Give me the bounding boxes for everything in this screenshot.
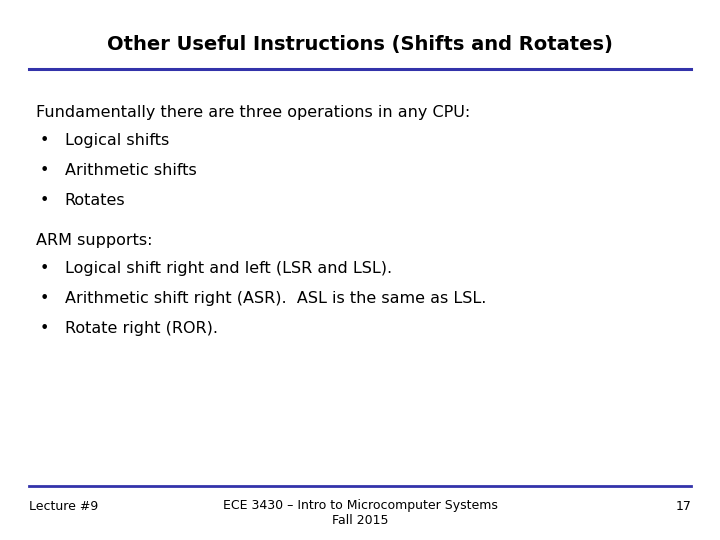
Text: •: • <box>40 193 49 208</box>
Text: •: • <box>40 291 49 306</box>
Text: ECE 3430 – Intro to Microcomputer Systems
Fall 2015: ECE 3430 – Intro to Microcomputer System… <box>222 500 498 528</box>
Text: Arithmetic shifts: Arithmetic shifts <box>65 163 197 178</box>
Text: •: • <box>40 133 49 148</box>
Text: Rotates: Rotates <box>65 193 125 208</box>
Text: Lecture #9: Lecture #9 <box>29 500 98 512</box>
Text: •: • <box>40 261 49 276</box>
Text: Arithmetic shift right (ASR).  ASL is the same as LSL.: Arithmetic shift right (ASR). ASL is the… <box>65 291 486 306</box>
Text: •: • <box>40 321 49 336</box>
Text: ARM supports:: ARM supports: <box>36 233 153 248</box>
Text: Other Useful Instructions (Shifts and Rotates): Other Useful Instructions (Shifts and Ro… <box>107 35 613 54</box>
Text: Fundamentally there are three operations in any CPU:: Fundamentally there are three operations… <box>36 105 470 120</box>
Text: 17: 17 <box>675 500 691 512</box>
Text: Logical shift right and left (LSR and LSL).: Logical shift right and left (LSR and LS… <box>65 261 392 276</box>
Text: Logical shifts: Logical shifts <box>65 133 169 148</box>
Text: Rotate right (ROR).: Rotate right (ROR). <box>65 321 218 336</box>
Text: •: • <box>40 163 49 178</box>
